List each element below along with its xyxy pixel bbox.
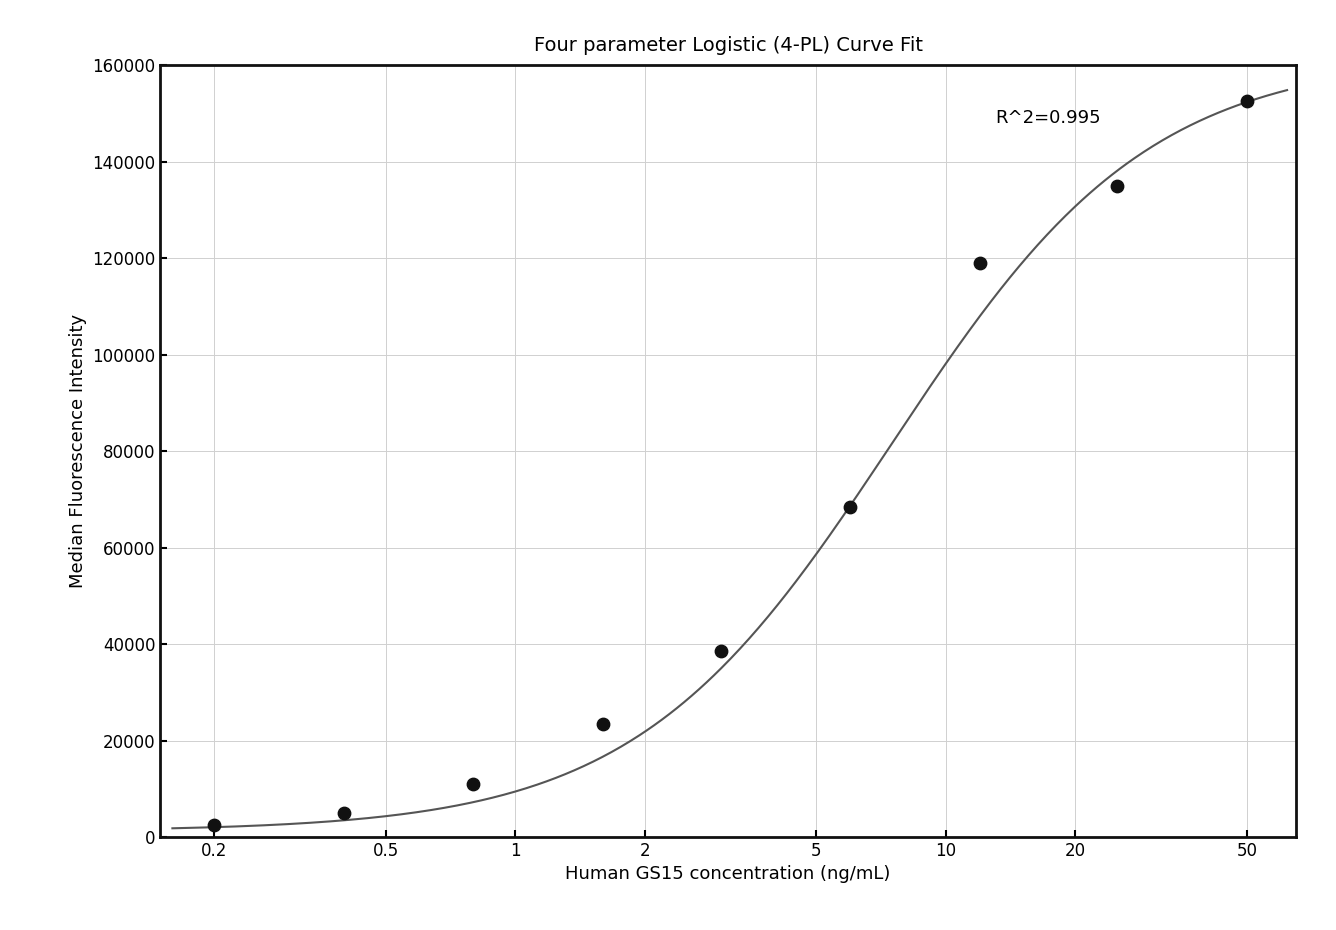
Point (333, 805, 354, 820)
Point (969, 256, 990, 271)
Y-axis label: Median Fluorescence Intensity: Median Fluorescence Intensity (68, 314, 87, 588)
Text: R^2=0.995: R^2=0.995 (995, 109, 1101, 127)
Point (839, 499, 860, 514)
Point (592, 716, 613, 731)
Point (1236, 94, 1257, 109)
Point (462, 777, 484, 791)
Point (203, 817, 224, 832)
X-axis label: Human GS15 concentration (ng/mL): Human GS15 concentration (ng/mL) (565, 866, 891, 884)
Title: Four parameter Logistic (4-PL) Curve Fit: Four parameter Logistic (4-PL) Curve Fit (533, 36, 923, 55)
Point (1106, 179, 1128, 193)
Point (709, 644, 731, 658)
